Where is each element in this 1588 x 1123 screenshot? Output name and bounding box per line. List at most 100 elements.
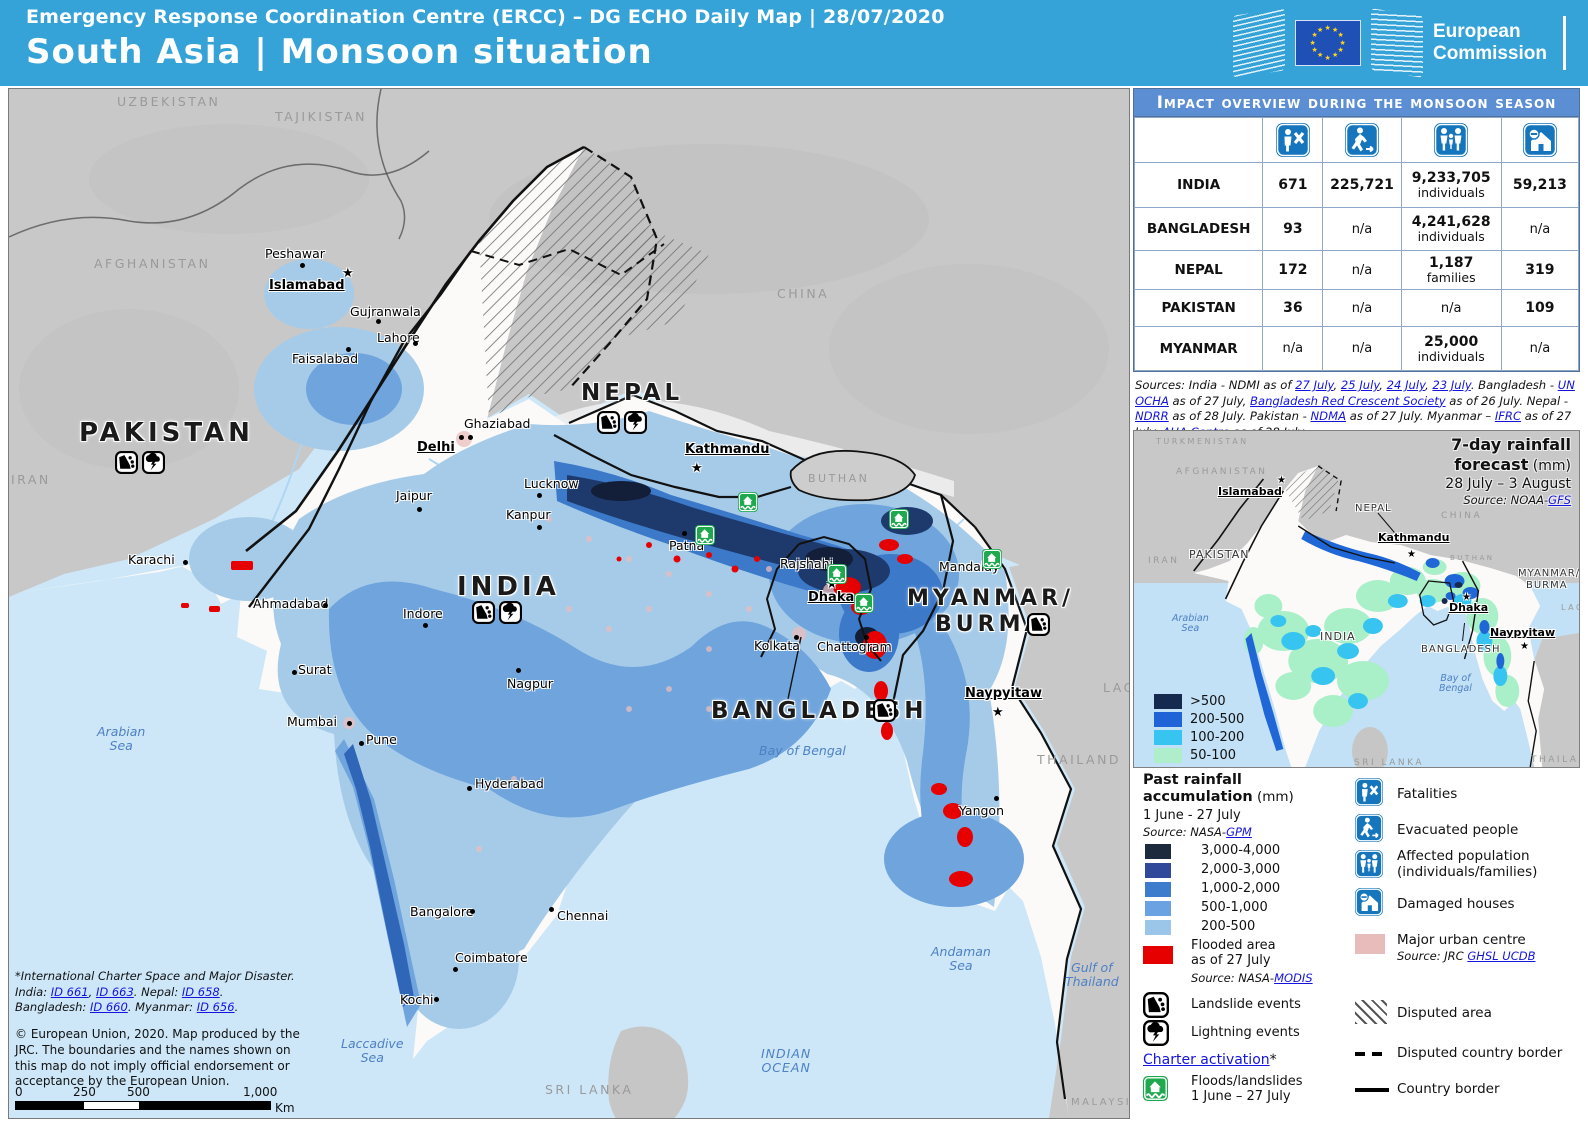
forecast-title-line2: forecast	[1454, 455, 1529, 474]
mini-country-turkmenistan: TURKMENISTAN	[1156, 437, 1249, 446]
link-ndma[interactable]: NDMA	[1310, 409, 1347, 424]
scale-tick-500: 500	[127, 1085, 150, 1099]
city-label-kochi: Kochi	[400, 992, 434, 1007]
mini-capital-star-kathmandu: ★	[1407, 549, 1416, 560]
urban-centre-label: Major urban centre	[1397, 932, 1526, 948]
water-label-arabian-sea: Arabian Sea	[97, 724, 146, 753]
country-label-sri-lanka: SRI LANKA	[545, 1082, 634, 1097]
city-label-coimbatore: Coimbatore	[455, 950, 528, 965]
link-un-ocha[interactable]: UN OCHA	[1135, 378, 1575, 408]
row-myanmar-evacuated: n/a	[1322, 326, 1402, 371]
water-label-gulf-of-thailand: Gulf of Thailand	[1065, 960, 1119, 989]
link-23-july[interactable]: 23 July	[1432, 378, 1471, 392]
rain-label-1000-2000: 1,000-2,000	[1201, 881, 1281, 896]
row-myanmar-fatalities: n/a	[1262, 326, 1324, 371]
row-india-affected-unit: individuals	[1417, 185, 1485, 201]
row-pakistan-evacuated: n/a	[1322, 289, 1402, 327]
city-label-jaipur: Jaipur	[396, 488, 432, 503]
scale-seg-3	[139, 1102, 270, 1109]
table-row-myanmar: MYANMAR n/a n/a 25,000 individuals n/a	[1133, 326, 1580, 371]
rain-swatch-500-1000	[1145, 901, 1171, 916]
city-label-surat: Surat	[298, 662, 332, 677]
forecast-label-200-500: 200-500	[1190, 712, 1245, 727]
nepal-event-icons	[597, 411, 647, 434]
flood-event-icon-1	[738, 492, 758, 512]
city-dot-gujranwala	[376, 319, 381, 324]
link-id-661[interactable]: ID 661	[50, 984, 89, 999]
mini-water-arabian-sea: Arabian Sea	[1172, 613, 1209, 635]
row-pakistan-fatalities: 36	[1262, 289, 1324, 327]
impact-table-title: Impact overview during the monsoon seaso…	[1134, 89, 1579, 117]
logo-text: European Commission	[1433, 21, 1547, 65]
city-dot-surat	[292, 670, 297, 675]
damaged-legend-icon	[1355, 888, 1383, 916]
forecast-swatch-gt500	[1154, 694, 1182, 709]
row-nepal-evacuated: n/a	[1322, 250, 1402, 290]
city-dot-bangalore	[470, 909, 475, 914]
row-myanmar-affected: 25,000 individuals	[1400, 326, 1502, 371]
modis-link[interactable]: MODIS	[1274, 971, 1313, 985]
lightning-legend-icon	[1143, 1020, 1169, 1046]
row-india-affected: 9,233,705 individuals	[1400, 162, 1502, 208]
fatalities-legend-label: Fatalities	[1397, 786, 1458, 802]
country-border-swatch	[1355, 1088, 1389, 1092]
text-segment: *International Charter Space and Major D…	[15, 969, 295, 999]
charter-activation-link[interactable]: Charter activation	[1143, 1052, 1270, 1068]
scale-seg-2	[84, 1102, 139, 1109]
forecast-legend-row: 100-200	[1154, 729, 1244, 746]
rain-label-500-1000: 500-1,000	[1201, 900, 1268, 915]
gpm-link[interactable]: GPM	[1226, 825, 1252, 839]
country-label-nepal: NEPAL	[581, 380, 684, 406]
scale-unit: Km	[275, 1101, 295, 1115]
forecast-label-gt500: >500	[1190, 694, 1226, 709]
link-id-658[interactable]: ID 658	[181, 984, 220, 999]
link-25-july[interactable]: 25 July	[1340, 378, 1380, 392]
past-rainfall-unit: (mm)	[1252, 789, 1294, 806]
link-24-july[interactable]: 24 July	[1386, 378, 1426, 392]
country-label-pakistan: PAKISTAN	[79, 418, 254, 448]
affected-label-line1: Affected population	[1397, 848, 1530, 864]
text-segment: . Bangladesh -	[1470, 378, 1558, 392]
row-bangladesh-fatalities: 93	[1262, 207, 1324, 251]
row-myanmar-country: MYANMAR	[1133, 326, 1264, 371]
mini-country-laos: LAOS	[1561, 603, 1579, 612]
link-bangladesh-red-crescent-society[interactable]: Bangladesh Red Crescent Society	[1250, 393, 1446, 408]
ghsl-ucdb-link[interactable]: GHSL UCDB	[1467, 949, 1536, 963]
sources-note: Sources: India - NDMI as of 27 July, 25 …	[1133, 376, 1580, 439]
city-label-nagpur: Nagpur	[507, 676, 553, 691]
forecast-label-100-200: 100-200	[1190, 730, 1245, 745]
scale-tick-250: 250	[73, 1085, 96, 1099]
city-dot-faisalabad	[346, 347, 351, 352]
row-india-fatalities: 671	[1262, 162, 1324, 208]
link-27-july[interactable]: 27 July	[1295, 378, 1334, 392]
city-dot-delhi	[459, 435, 464, 440]
row-myanmar-damaged: n/a	[1500, 326, 1580, 371]
eu-star: ★	[1339, 38, 1346, 47]
floods-landslides-legend-icon	[1143, 1076, 1168, 1101]
link-id-663[interactable]: ID 663	[95, 984, 134, 999]
link-ndrr[interactable]: NDRR	[1135, 409, 1169, 424]
forecast-title-unit: (mm)	[1528, 458, 1571, 474]
capital-star-naypyitaw: ★	[992, 705, 1004, 720]
link-id-660[interactable]: ID 660	[89, 1000, 128, 1015]
city-dot-patna	[682, 531, 687, 536]
link-id-656[interactable]: ID 656	[196, 1000, 235, 1015]
city-dot-ahmadabad	[323, 603, 328, 608]
city-label-hyderabad: Hyderabad	[475, 776, 544, 791]
scale-ticks: 0 250 500 1,000	[15, 1085, 315, 1100]
text-segment: . Bangladesh:	[15, 984, 224, 1015]
mini-capital-kathmandu: Kathmandu	[1378, 531, 1450, 544]
fatalities-legend-icon	[1355, 778, 1383, 806]
map-legend-section: Past rainfall accumulation (mm) 1 June -…	[1133, 768, 1580, 1123]
flood-icon	[738, 492, 758, 512]
forecast-source-link[interactable]: GFS	[1548, 493, 1571, 507]
eu-star: ★	[1311, 46, 1318, 54]
forecast-legend-row: 200-500	[1154, 711, 1244, 728]
city-dot-pune	[359, 741, 364, 746]
country-label-laos: LAOS	[1103, 680, 1129, 695]
flood-event-icon-5	[982, 549, 1002, 569]
link-ifrc[interactable]: IFRC	[1494, 409, 1522, 424]
city-dot-karachi	[183, 560, 188, 565]
city-label-delhi: Delhi	[417, 440, 455, 455]
past-rainfall-title: Past rainfall accumulation (mm)	[1143, 772, 1294, 807]
